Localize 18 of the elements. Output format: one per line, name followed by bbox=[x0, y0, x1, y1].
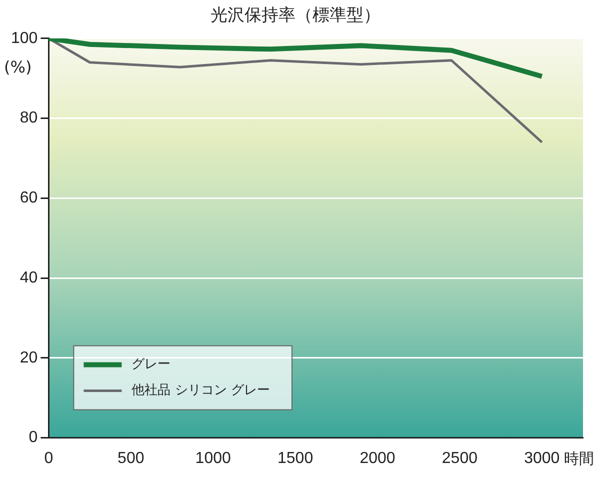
y-tick-label: 80 bbox=[20, 110, 38, 127]
y-tick-label: 20 bbox=[20, 349, 38, 366]
y-tick-label: 100 bbox=[10, 30, 38, 47]
x-axis-title: 時間 bbox=[564, 450, 594, 468]
y-tick-label: 0 bbox=[28, 429, 38, 446]
legend-label: グレー bbox=[132, 357, 171, 372]
x-tick-label: 500 bbox=[118, 450, 144, 467]
x-tick-label: 0 bbox=[44, 450, 54, 467]
x-tick-label: 1000 bbox=[195, 450, 231, 467]
x-tick-label: 2000 bbox=[360, 450, 396, 467]
x-tick-label: 3000 bbox=[524, 450, 560, 467]
y-tick-label: 40 bbox=[20, 269, 38, 286]
y-axis-title: (%) bbox=[4, 58, 32, 77]
x-tick-label: 1500 bbox=[278, 450, 314, 467]
legend-label: 他社品 シリコン グレー bbox=[132, 383, 270, 398]
x-tick-label: 2500 bbox=[442, 450, 478, 467]
y-tick-label: 60 bbox=[20, 190, 38, 207]
chart-title: 光沢保持率（標準型） bbox=[210, 6, 380, 26]
